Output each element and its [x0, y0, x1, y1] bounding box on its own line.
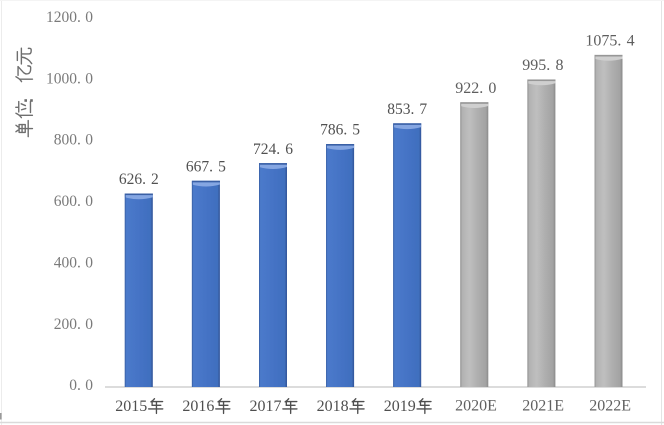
svg-text:800. 0: 800. 0 — [54, 132, 94, 149]
svg-text:600. 0: 600. 0 — [54, 193, 94, 210]
svg-text:2022E: 2022E — [589, 398, 631, 415]
svg-text:1000. 0: 1000. 0 — [46, 70, 93, 87]
svg-text:2015: 2015 — [115, 398, 147, 415]
svg-text:922. 0: 922. 0 — [455, 80, 496, 97]
svg-text:1075. 4: 1075. 4 — [585, 33, 634, 50]
svg-text:0. 0: 0. 0 — [69, 377, 93, 394]
svg-text:2020E: 2020E — [455, 398, 497, 415]
svg-text:200. 0: 200. 0 — [54, 316, 94, 333]
svg-text:626. 2: 626. 2 — [119, 171, 159, 188]
svg-text:724. 6: 724. 6 — [253, 141, 293, 158]
svg-text:2018: 2018 — [317, 398, 349, 415]
svg-text:995. 8: 995. 8 — [522, 57, 563, 74]
svg-text:2021E: 2021E — [522, 398, 564, 415]
svg-text:1200. 0: 1200. 0 — [46, 9, 93, 26]
svg-text:667. 5: 667. 5 — [186, 158, 226, 175]
svg-text:786. 5: 786. 5 — [320, 122, 360, 139]
svg-text:400. 0: 400. 0 — [54, 254, 94, 271]
svg-text:2017: 2017 — [250, 398, 282, 415]
svg-text:2016: 2016 — [182, 398, 214, 415]
svg-text:2019: 2019 — [384, 398, 416, 415]
svg-text:853. 7: 853. 7 — [387, 101, 427, 118]
